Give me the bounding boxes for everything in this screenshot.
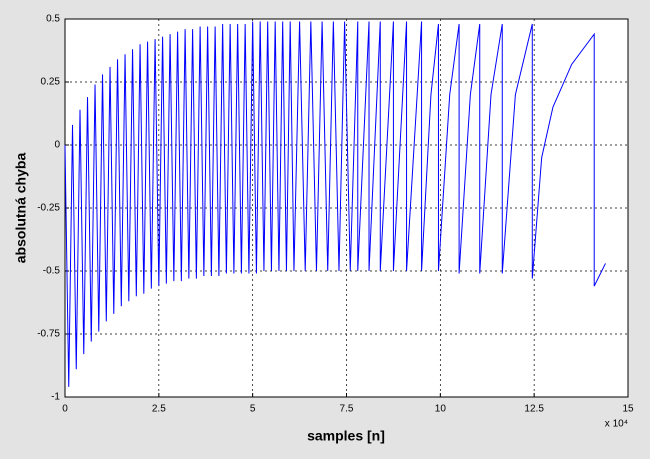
x-tick-label: 0: [62, 404, 68, 415]
y-tick-label: 0.25: [41, 77, 61, 88]
x-tick-label: 7.5: [340, 404, 354, 415]
x-tick-label: 12.5: [524, 404, 544, 415]
y-tick-label: -0.75: [37, 329, 60, 340]
x-tick-label: 2.5: [152, 404, 166, 415]
y-tick-label: -0.25: [37, 203, 60, 214]
y-tick-label: -0.5: [43, 266, 61, 277]
x-tick-label: 5: [250, 404, 256, 415]
x-multiplier: x 10⁴: [605, 419, 628, 430]
x-axis-label: samples [n]: [307, 428, 385, 444]
y-tick-label: -1: [51, 392, 60, 403]
data-line: [64, 21, 606, 387]
x-tick-label: 15: [622, 404, 634, 415]
y-axis-label: absolutná chyba: [13, 153, 29, 264]
x-tick-label: 10: [435, 404, 447, 415]
y-tick-label: 0: [54, 140, 60, 151]
y-tick-label: 0.5: [46, 14, 60, 25]
